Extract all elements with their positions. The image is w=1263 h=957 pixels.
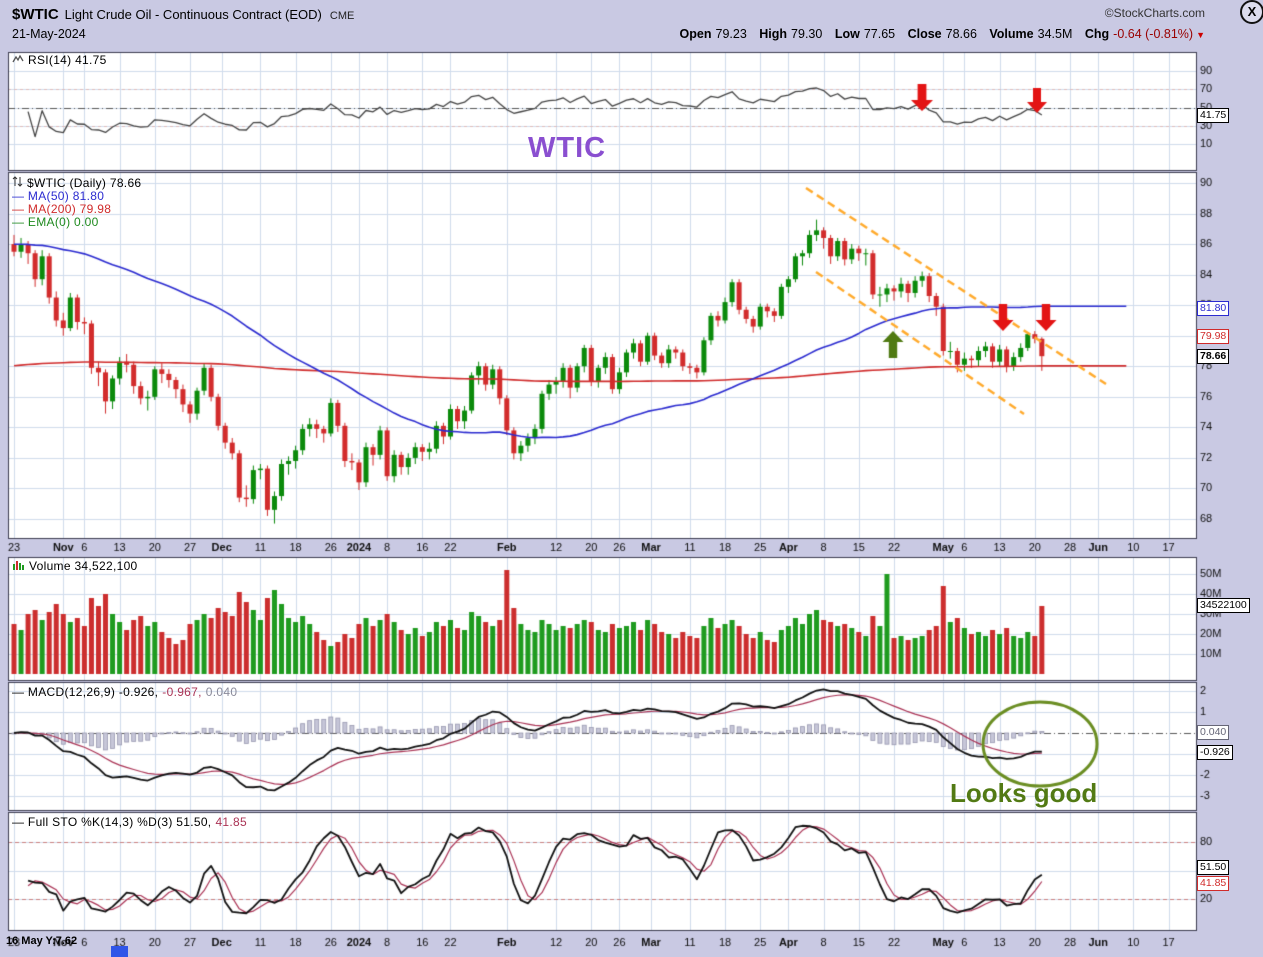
low-label: Low bbox=[834, 27, 860, 41]
ema-legend: — EMA(0) 0.00 bbox=[12, 215, 99, 229]
volume-value: 34.5M bbox=[1037, 27, 1073, 41]
ma200-legend: — MA(200) 79.98 bbox=[12, 202, 112, 216]
header-title-row: $WTIC Light Crude Oil - Continuous Contra… bbox=[12, 6, 354, 24]
volume-legend: Volume 34,522,100 bbox=[12, 560, 138, 573]
chart-title: Light Crude Oil - Continuous Contract (E… bbox=[64, 7, 322, 22]
chg-value: -0.64 (-0.81%) bbox=[1113, 27, 1194, 41]
volume-label: Volume bbox=[989, 27, 1034, 41]
looks-good-annotation: Looks good bbox=[950, 778, 1098, 808]
low-value: 77.65 bbox=[863, 27, 896, 41]
price-legend-label: $WTIC (Daily) 78.66 bbox=[27, 175, 142, 190]
chart-date: 21-May-2024 bbox=[12, 27, 86, 41]
close-value: 78.66 bbox=[945, 27, 977, 41]
macd-hist-pill: 0.040 bbox=[1197, 725, 1230, 740]
close-label: Close bbox=[907, 27, 942, 41]
macd-legend-main: — MACD(12,26,9) -0.926, bbox=[12, 685, 159, 699]
sto-k-pill: 51.50 bbox=[1197, 860, 1230, 875]
sto-legend: — Full STO %K(14,3) %D(3) 51.50, 41.85 bbox=[12, 816, 247, 829]
chg-dropdown-icon[interactable]: ▼ bbox=[1196, 30, 1205, 40]
copyright-label: ©StockCharts.com bbox=[1104, 6, 1205, 20]
scrollbar-fragment bbox=[111, 946, 128, 957]
macd-legend-hist: 0.040 bbox=[205, 685, 238, 699]
close-value-pill: 78.66 bbox=[1197, 349, 1230, 364]
price-icon bbox=[12, 176, 23, 190]
rsi-value-pill: 41.75 bbox=[1197, 108, 1230, 123]
ma50-legend: — MA(50) 81.80 bbox=[12, 189, 105, 203]
sto-legend-d: 41.85 bbox=[215, 815, 247, 829]
volume-icon bbox=[12, 560, 25, 573]
quote-bar: Open 79.23 High 79.30 Low 77.65 Close 78.66 … bbox=[671, 27, 1205, 41]
sto-legend-main: — Full STO %K(14,3) %D(3) 51.50, bbox=[12, 815, 212, 829]
close-button[interactable]: X bbox=[1240, 0, 1263, 24]
macd-legend-signal: -0.967, bbox=[162, 685, 202, 699]
macd-legend: — MACD(12,26,9) -0.926, -0.967, 0.040 bbox=[12, 686, 237, 699]
close-icon: X bbox=[1247, 4, 1257, 19]
crosshair-readout: 16 May Y:7.62 bbox=[6, 935, 78, 947]
high-label: High bbox=[759, 27, 788, 41]
rsi-legend: RSI(14) 41.75 bbox=[12, 54, 107, 67]
volume-value-pill: 34522100 bbox=[1197, 598, 1250, 613]
macd-value-pill: -0.926 bbox=[1197, 745, 1233, 760]
high-value: 79.30 bbox=[791, 27, 823, 41]
exchange-label: CME bbox=[329, 10, 355, 22]
chg-label: Chg bbox=[1084, 27, 1110, 41]
symbol-label: $WTIC bbox=[12, 6, 59, 23]
volume-legend-label: Volume 34,522,100 bbox=[29, 559, 138, 573]
ma200-value-pill: 79.98 bbox=[1197, 329, 1230, 344]
sto-d-pill: 41.85 bbox=[1197, 876, 1230, 891]
open-value: 79.23 bbox=[715, 27, 747, 41]
price-legend: $WTIC (Daily) 78.66 bbox=[12, 176, 141, 190]
open-label: Open bbox=[679, 27, 712, 41]
ma50-value-pill: 81.80 bbox=[1197, 301, 1230, 316]
rsi-legend-label: RSI(14) 41.75 bbox=[28, 53, 107, 67]
wtic-annotation: WTIC bbox=[528, 132, 607, 164]
rsi-icon bbox=[12, 54, 24, 67]
